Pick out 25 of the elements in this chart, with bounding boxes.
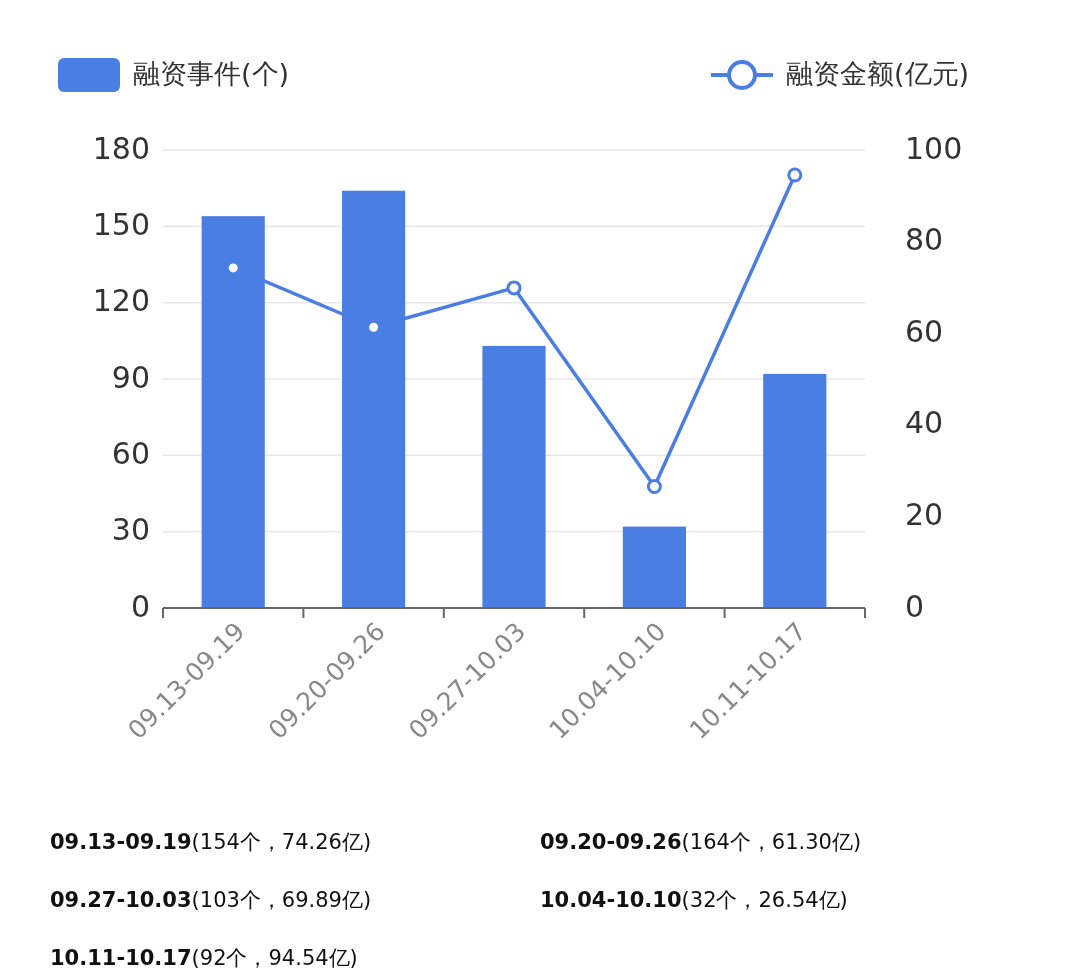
category-label: 10.11-10.17	[50, 946, 192, 970]
y2-tick-label: 40	[905, 405, 944, 441]
y2-tick-label: 0	[905, 588, 925, 624]
y-tick-label: 120	[92, 283, 150, 319]
y2-tick-label: 100	[905, 130, 963, 166]
text: (164个，61.30亿)	[681, 830, 862, 854]
text: (103个，69.89亿)	[191, 888, 372, 912]
category-label: 09.27-10.03	[50, 888, 192, 912]
y-tick-label: 90	[111, 359, 150, 395]
text: (32个，26.54亿)	[681, 888, 848, 912]
y2-tick-label: 60	[905, 313, 944, 349]
legend-label: 融资金额(亿元)	[786, 57, 970, 89]
y-tick-label: 60	[111, 435, 150, 471]
y-tick-label: 180	[92, 130, 150, 166]
category-label: 10.04-10.10	[540, 888, 682, 912]
category-label: 09.20-09.26	[540, 830, 682, 854]
y-tick-label: 150	[92, 206, 150, 242]
category-label: 09.13-09.19	[50, 830, 192, 854]
legend-label: 融资事件(个)	[133, 57, 290, 89]
text: (92个，94.54亿)	[191, 946, 358, 970]
y-tick-label: 0	[130, 588, 150, 624]
y2-tick-label: 80	[905, 222, 944, 258]
y2-tick-label: 20	[905, 496, 944, 532]
y-tick-label: 30	[111, 512, 150, 548]
text: (154个，74.26亿)	[191, 830, 372, 854]
